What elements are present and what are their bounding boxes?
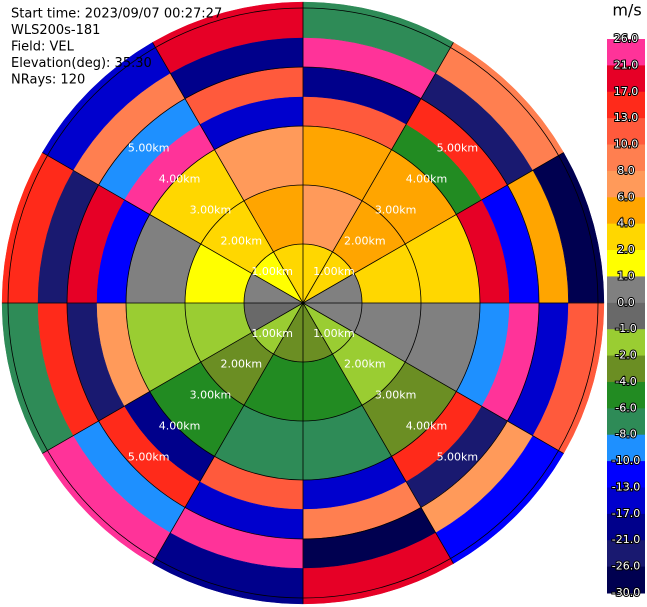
colorbar-swatch [607,250,645,277]
colorbar-label: 10.0 [614,138,639,151]
colorbar-title: m/s [612,1,641,20]
spoke [42,152,304,304]
ring-label: 3.00km [190,203,232,216]
ring-label: 2.00km [220,234,262,247]
colorbar-swatch [607,566,645,594]
colorbar-swatch [607,144,645,172]
colorbar-swatch [607,223,645,251]
colorbar-swatch [607,461,645,488]
colorbar-swatch [607,408,645,436]
colorbar-label: -10.0 [612,454,640,467]
ring-label: 5.00km [437,450,479,463]
ring-label: 4.00km [159,419,201,432]
colorbar-swatch [607,434,645,462]
colorbar-label: -30.0 [612,586,640,599]
header-line: NRays: 120 [11,73,85,88]
spoke [152,302,304,564]
colorbar-swatch [607,487,645,515]
colorbar-label: 13.0 [614,111,639,124]
colorbar-label: -6.0 [615,401,636,414]
colorbar-swatch [607,329,645,357]
ring-label: 1.00km [251,327,293,340]
spoke [302,42,454,304]
header-line: WLS200s-181 [11,23,100,38]
colorbar-label: 4.0 [617,217,635,230]
ring-label: 1.00km [251,265,293,278]
colorbar-label: 0.0 [617,296,635,309]
colorbar-label: 2.0 [617,243,635,256]
colorbar-swatch [607,65,645,93]
colorbar-swatch [607,355,645,383]
colorbar-label: -13.0 [612,480,640,493]
colorbar-swatch [607,197,645,225]
spoke [302,302,454,564]
colorbar-swatch [607,39,645,66]
ring-label: 2.00km [220,358,262,371]
spoke [42,302,304,454]
ring-label: 2.00km [344,358,386,371]
ring-label: 5.00km [437,142,479,155]
colorbar-label: 17.0 [614,85,639,98]
spoke [302,152,564,304]
colorbar-label: -1.0 [615,322,636,335]
colorbar-swatch [607,381,645,409]
header-line: Field: VEL [11,40,75,55]
colorbar-swatch [607,118,645,146]
header-line: Elevation(deg): 35.30 [11,56,152,71]
colorbar-label: -17.0 [612,507,640,520]
colorbar-label: 1.0 [617,269,635,282]
colorbar-label: 21.0 [614,58,639,71]
colorbar-swatch [607,302,645,330]
header-line: Start time: 2023/09/07 00:27:27 [11,7,222,22]
ring-label: 4.00km [159,173,201,186]
overlay: 1.00km 1.00km 1.00km 1.00km 2.00km 2.00km 2.00… [2,2,604,604]
range-ring [125,125,481,481]
colorbar-swatch [607,91,645,119]
ring-label: 2.00km [344,234,386,247]
colorbar-label: -21.0 [612,533,640,546]
colorbar-label: -26.0 [612,560,640,573]
colorbar: 26.0 21.0 17.0 13.0 10.0 8.0 6.0 4.0 2.0 1.0 0.0 -1… [607,31,645,600]
colorbar-label: -8.0 [615,428,636,441]
colorbar-label: 6.0 [617,190,635,203]
ring-label: 3.00km [375,389,417,402]
colorbar-swatch [607,276,645,304]
spoke [152,42,304,304]
velocity-field [1,1,605,605]
range-ring [184,184,422,422]
ring-label: 1.00km [313,265,355,278]
ring-label: 5.00km [128,142,170,155]
range-ring [66,66,540,540]
ring-label: 3.00km [375,203,417,216]
ring-label: 3.00km [190,389,232,402]
colorbar-label: -2.0 [615,349,636,362]
ring-label: 5.00km [128,450,170,463]
colorbar-label: 26.0 [614,32,639,45]
ring-label: 1.00km [313,327,355,340]
spoke [302,302,564,454]
colorbar-swatch [607,513,645,541]
colorbar-label: 8.0 [617,164,635,177]
range-ring [7,7,599,599]
colorbar-swatch [607,170,645,198]
colorbar-swatch [607,540,645,568]
range-ring [243,243,363,363]
ring-label: 4.00km [406,419,448,432]
ring-label: 4.00km [406,173,448,186]
colorbar-label: -4.0 [615,375,636,388]
